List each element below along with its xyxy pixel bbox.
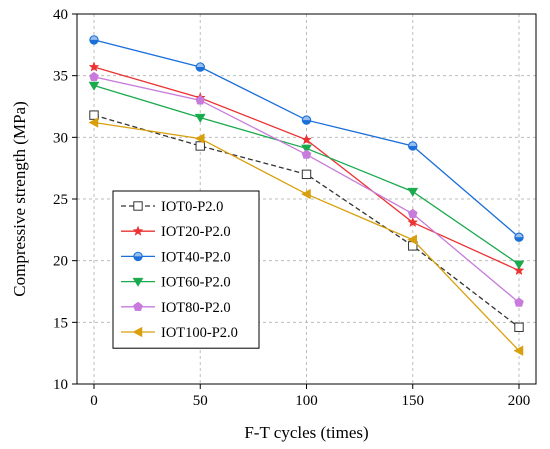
data-point [514,232,524,242]
legend-marker [132,225,144,236]
data-point [88,61,100,72]
legend-marker [133,201,143,211]
x-tick-label: 0 [90,393,98,409]
legend-marker [133,301,143,311]
data-point [300,188,311,200]
legend-item: IOT40-P2.0 [121,249,231,265]
y-tick-label: 15 [53,315,68,331]
data-point [195,62,205,72]
legend-label: IOT20-P2.0 [161,224,231,240]
legend-label: IOT40-P2.0 [161,249,231,265]
axes: 0 50 100 150 200 10 15 20 25 30 35 40 [53,7,530,409]
data-point [301,144,312,154]
data-point [513,345,524,356]
series-IOT80-P2.0 [89,71,524,307]
data-point [513,260,525,270]
data-point [407,187,419,197]
data-point [89,71,99,82]
data-point [88,117,99,128]
y-tick-label: 30 [53,130,68,146]
data-point [301,134,312,145]
legend-label: IOT60-P2.0 [161,275,231,291]
data-point [89,110,99,120]
y-axis-label: Compressive strength (MPa) [10,101,29,296]
data-point [408,141,418,151]
legend-item: IOT60-P2.0 [121,275,231,291]
legend-item: IOT100-P2.0 [121,325,238,341]
series-IOT100-P2.0 [88,117,524,356]
legend-marker [133,251,143,262]
data-point [194,133,205,144]
y-tick-label: 20 [53,254,68,270]
legend-item: IOT0-P2.0 [121,199,223,215]
data-point [194,113,206,123]
series-IOT40-P2.0 [89,35,524,242]
legend: IOT0-P2.0 IOT20-P2.0 IOT40-P2.0 IOT60-P2.0 I… [112,190,260,349]
x-tick-label: 50 [193,393,208,409]
data-point [407,234,417,245]
series-IOT60-P2.0 [88,81,525,270]
data-point [513,264,525,276]
y-tick-label: 25 [53,192,68,208]
data-point [301,115,312,125]
y-tick-label: 10 [53,377,68,393]
data-point [88,81,100,91]
x-tick-label: 150 [402,393,425,409]
legend-box [112,190,260,349]
legend-item: IOT80-P2.0 [121,300,231,316]
data-point [407,216,419,228]
legend-label: IOT80-P2.0 [161,300,231,316]
data-point [301,169,312,180]
series-IOT0-P2.0 [89,110,524,332]
legend-marker [132,277,144,287]
data-point [407,208,418,218]
x-tick-label: 200 [508,393,531,409]
legend-label: IOT100-P2.0 [161,325,238,341]
series-group [88,35,525,356]
data-point [89,35,99,45]
y-tick-label: 40 [53,7,68,23]
data-point [301,149,312,159]
x-axis-label: F-T cycles (times) [244,423,368,442]
legend-marker [132,326,143,338]
data-point [514,322,524,332]
legend-item: IOT20-P2.0 [121,224,231,240]
data-point [195,141,205,151]
data-point [195,95,206,105]
data-point [514,297,524,307]
x-tick-label: 100 [295,393,318,409]
y-tick-label: 35 [53,69,68,85]
legend-label: IOT0-P2.0 [161,199,223,215]
